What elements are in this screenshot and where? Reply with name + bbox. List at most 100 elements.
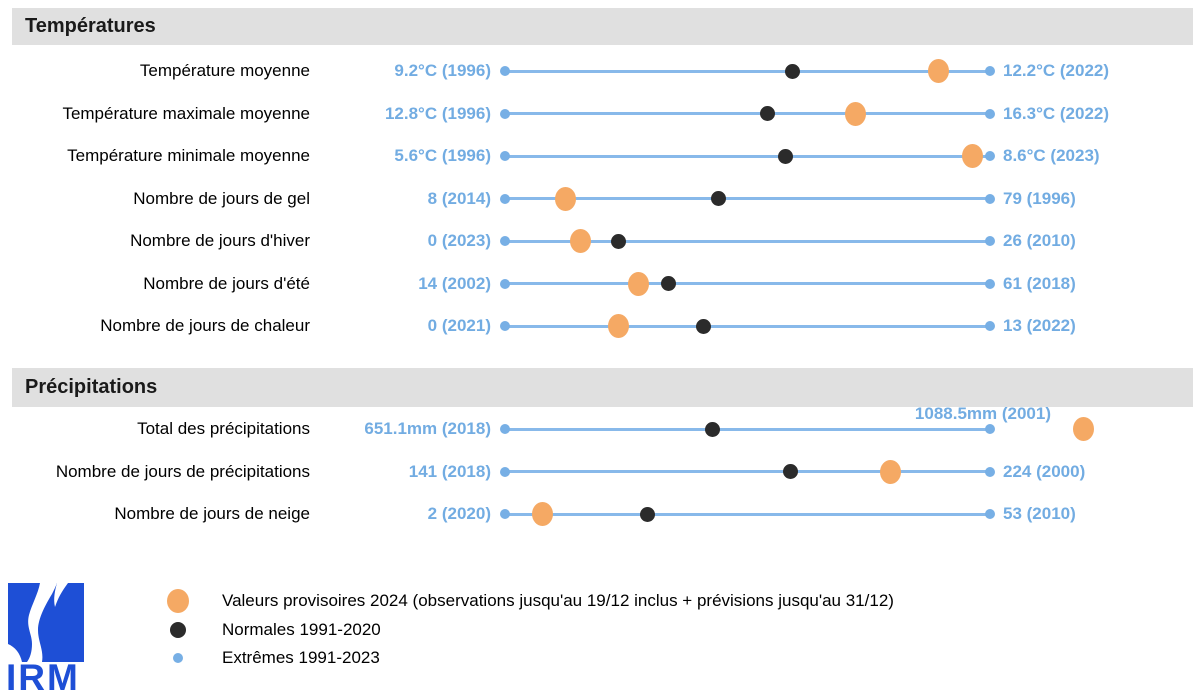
provisional-dot [607, 314, 629, 338]
extreme-min-value: 9.2°C (1996) [394, 61, 491, 80]
provisional-dot [844, 101, 866, 126]
metric-row: Nombre de jours d'hiver 0 (2023) 26 (2010) [0, 220, 1200, 263]
range-line [500, 459, 995, 484]
extreme-max-dot [985, 193, 995, 204]
range-line [500, 59, 995, 83]
legend-label: Extrêmes 1991-2023 [222, 648, 380, 668]
extreme-max-value: 1088.5mm (2001) [914, 403, 1051, 423]
metric-row: Nombre de jours de gel 8 (2014) 79 (1996) [0, 177, 1200, 220]
legend-marker-cell [150, 589, 205, 614]
metric-row: Température maximale moyenne 12.8°C (1996… [0, 92, 1200, 135]
extreme-max-dot [985, 278, 995, 289]
extreme-min-dot [500, 466, 510, 477]
extreme-max-value: 12.2°C (2022) [1003, 61, 1110, 80]
extreme-max-dot [985, 509, 995, 519]
section-header: Précipitations [12, 368, 1193, 407]
range-line [500, 417, 1094, 441]
legend-normal-dot [169, 621, 186, 638]
provisional-dot [961, 144, 983, 168]
extreme-max-dot [985, 108, 995, 119]
range-line [500, 144, 995, 168]
normal-dot [639, 506, 655, 522]
extreme-max-value: 79 (1996) [1003, 188, 1076, 208]
irm-logo: IRM [6, 583, 84, 694]
irm-logo-corner [8, 644, 22, 662]
extreme-max-value: 26 (2010) [1003, 231, 1076, 250]
normal-dot [760, 106, 776, 121]
section-title: Précipitations [25, 376, 158, 398]
normal-dot [784, 63, 800, 79]
range-line [500, 502, 995, 526]
extreme-max-dot [985, 151, 995, 161]
range-line [500, 101, 995, 126]
metric-row: Nombre de jours d'été 14 (2002) 61 (2018) [0, 262, 1200, 305]
normal-dot [778, 148, 794, 164]
metric-row: Nombre de jours de chaleur 0 (2021) 13 (20… [0, 305, 1200, 348]
extreme-max-value: 61 (2018) [1003, 273, 1076, 293]
extreme-max-value: 224 (2000) [1003, 461, 1086, 481]
legend: Valeurs provisoires 2024 (observations j… [150, 587, 894, 673]
extreme-min-dot [500, 193, 510, 204]
provisional-dot [569, 229, 591, 253]
provisional-dot [554, 186, 576, 211]
extreme-max-dot [985, 424, 995, 434]
extreme-max-value: 8.6°C (2023) [1003, 146, 1100, 165]
extreme-min-value: 2 (2020) [427, 504, 491, 523]
legend-extreme-dot [172, 653, 183, 664]
extreme-min-value: 0 (2023) [427, 231, 491, 250]
extreme-min-value: 5.6°C (1996) [394, 146, 491, 165]
metric-label: Nombre de jours d'été [143, 273, 310, 293]
extreme-max-dot [985, 66, 995, 76]
extreme-min-dot [500, 424, 510, 434]
range-line [500, 186, 995, 211]
legend-item-extreme: Extrêmes 1991-2023 [150, 644, 894, 673]
metric-row: Nombre de jours de neige 2 (2020) 53 (2010… [0, 493, 1200, 536]
normal-dot [711, 191, 727, 206]
extreme-min-dot [500, 321, 510, 331]
metric-label: Nombre de jours d'hiver [130, 231, 310, 250]
section-title: Températures [25, 15, 156, 37]
extreme-min-dot [500, 108, 510, 119]
irm-logo-wave [27, 583, 57, 662]
range-line [500, 271, 995, 296]
legend-item-normal: Normales 1991-2020 [150, 616, 894, 645]
metric-row: Température moyenne 9.2°C (1996) 12.2°C (2… [0, 50, 1200, 93]
metric-label: Nombre de jours de chaleur [100, 316, 310, 335]
metric-label: Total des précipitations [137, 419, 310, 438]
metric-row: Température minimale moyenne 5.6°C (1996)… [0, 135, 1200, 178]
metric-label: Nombre de jours de précipitations [55, 461, 310, 481]
extreme-min-dot [500, 278, 510, 289]
metric-row: Nombre de jours de précipitations 141 (20… [0, 450, 1200, 493]
provisional-dot [1072, 417, 1094, 441]
provisional-dot [879, 459, 901, 484]
extreme-min-value: 141 (2018) [408, 461, 491, 481]
metric-label: Nombre de jours de gel [133, 188, 310, 208]
normal-dot [696, 318, 712, 334]
range-line [500, 314, 995, 338]
extreme-max-value: 16.3°C (2022) [1003, 103, 1110, 123]
metric-label: Température minimale moyenne [67, 146, 310, 165]
extreme-min-dot [500, 66, 510, 76]
provisional-dot [628, 271, 650, 296]
normal-dot [704, 421, 720, 437]
extreme-max-dot [985, 236, 995, 246]
provisional-dot [532, 502, 554, 526]
extreme-max-dot [985, 466, 995, 477]
legend-label: Normales 1991-2020 [222, 619, 381, 639]
irm-logo-text: IRM [6, 657, 80, 694]
extreme-max-dot [985, 321, 995, 331]
extreme-min-dot [500, 151, 510, 161]
normal-dot [782, 464, 798, 479]
extreme-min-value: 651.1mm (2018) [364, 419, 491, 438]
section-header: Températures [12, 8, 1193, 45]
extreme-max-value: 53 (2010) [1003, 504, 1076, 523]
legend-label: Valeurs provisoires 2024 (observations j… [222, 591, 894, 611]
legend-provisional-dot [166, 589, 189, 614]
irm-logo-notch [54, 583, 68, 607]
extreme-min-value: 0 (2021) [427, 316, 491, 335]
extreme-max-value: 13 (2022) [1003, 316, 1076, 335]
metric-label: Température maximale moyenne [62, 103, 310, 123]
metric-row: Total des précipitations 651.1mm (2018) 10… [0, 404, 1200, 451]
normal-dot [611, 233, 627, 249]
